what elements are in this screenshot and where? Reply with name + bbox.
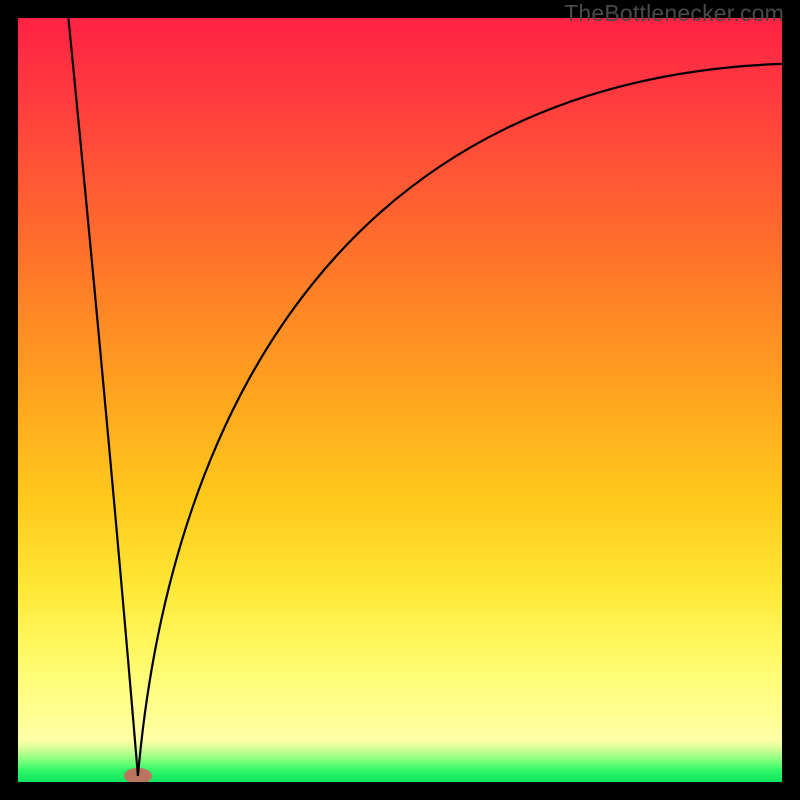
right-branch-curve: [138, 64, 782, 776]
chart-container: TheBottlenecker.com: [0, 0, 800, 800]
plot-area: [18, 18, 782, 782]
left-branch-curve: [68, 18, 138, 776]
curve-layer: [18, 18, 782, 782]
watermark-text: TheBottlenecker.com: [564, 0, 784, 27]
